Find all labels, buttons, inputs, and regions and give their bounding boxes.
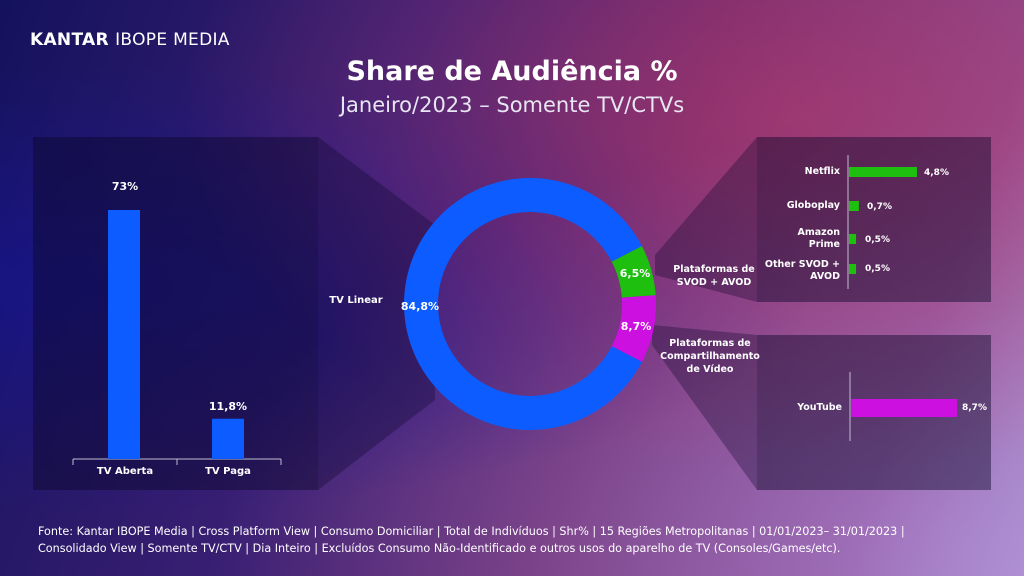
value-label-tv-aberta: 73%: [111, 180, 139, 193]
footnote-line-2: Consolidado View | Somente TV/CTV | Dia …: [38, 542, 841, 555]
bar-amazon-prime: [849, 234, 857, 244]
bar-other-svod-avod: [849, 264, 857, 274]
source-footnote: Fonte: Kantar IBOPE Media | Cross Platfo…: [38, 523, 998, 557]
footnote-line-1: Fonte: Kantar IBOPE Media | Cross Platfo…: [38, 525, 905, 538]
category-label-amazon-prime: Amazon Prime: [797, 227, 840, 250]
category-label-other-svod-avod: Other SVOD + AVOD: [764, 259, 840, 282]
donut-value-svod: 6,5%: [619, 267, 651, 280]
value-label-amazon-prime: 0,5%: [865, 235, 890, 245]
bar-tv-aberta: [108, 210, 140, 459]
chart-title: Share de Audiência %: [346, 56, 678, 87]
connector-bottom-right: [652, 325, 757, 490]
value-label-netflix: 4,8%: [924, 168, 949, 178]
category-label-tv-paga: TV Paga: [205, 466, 251, 477]
value-label-tv-paga: 11,8%: [208, 400, 248, 413]
value-label-globoplay: 0,7%: [867, 202, 892, 212]
bar-tv-paga: [212, 418, 244, 459]
bar-netflix: [849, 167, 917, 177]
value-label-youtube: 8,7%: [962, 403, 987, 413]
donut-slice-svod: [611, 246, 656, 298]
donut-value-video-sharing: 8,7%: [620, 320, 652, 333]
donut-slice-video-sharing: [611, 295, 656, 362]
chart-subtitle: Janeiro/2023 – Somente TV/CTVs: [339, 93, 685, 117]
value-label-other-svod-avod: 0,5%: [865, 264, 890, 274]
category-label-netflix: Netflix: [804, 166, 840, 177]
donut-label-svod: Plataformas de SVOD + AVOD: [673, 264, 755, 288]
category-label-tv-aberta: TV Aberta: [96, 466, 154, 477]
category-label-youtube: YouTube: [797, 402, 842, 413]
donut-label-tv-linear: TV Linear: [329, 295, 383, 306]
kantar-ibope-logo: KANTAR IBOPE MEDIA: [30, 30, 230, 50]
svod-panel: [757, 137, 991, 302]
donut-label-video-sharing: Plataformas de Compartilhamento de Vídeo: [660, 338, 760, 375]
tv-linear-panel: [33, 137, 318, 490]
logo-light: IBOPE MEDIA: [115, 30, 230, 50]
logo-strong: KANTAR: [30, 30, 109, 50]
donut-value-tv-linear: 84,8%: [400, 300, 440, 313]
bar-globoplay: [849, 201, 859, 211]
connector-left: [318, 137, 435, 490]
category-label-globoplay: Globoplay: [786, 200, 840, 211]
donut-chart: [404, 178, 656, 431]
connector-top-right: [655, 137, 757, 302]
bar-youtube: [851, 399, 957, 417]
